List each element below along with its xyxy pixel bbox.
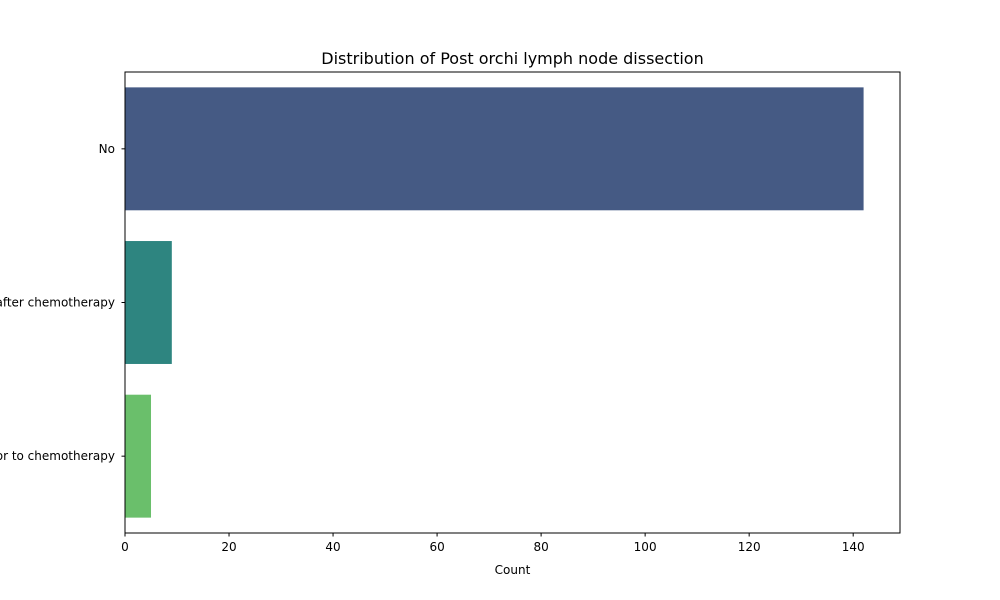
bar-0 (125, 87, 864, 211)
x-axis-ticks: 0 20 40 60 80 100 120 140 (121, 533, 865, 554)
y-axis-ticks: No Yes, after chemotherapy Yes, prior to c… (0, 142, 125, 463)
bars (125, 87, 864, 518)
x-tick-label: 20 (221, 540, 236, 554)
y-tick-label: Yes, after chemotherapy (0, 296, 115, 310)
x-tick-label: 60 (429, 540, 444, 554)
x-tick-label: 120 (738, 540, 761, 554)
x-axis-label: Count (495, 563, 531, 577)
bar-2 (125, 394, 152, 518)
y-tick-label: Yes, prior to chemotherapy (0, 449, 115, 463)
x-tick-label: 40 (325, 540, 340, 554)
x-tick-label: 80 (533, 540, 548, 554)
y-tick-label: No (99, 142, 115, 156)
x-tick-label: 140 (842, 540, 865, 554)
x-tick-label: 100 (634, 540, 657, 554)
chart-title: Distribution of Post orchi lymph node di… (321, 49, 703, 68)
x-tick-label: 0 (121, 540, 129, 554)
bar-1 (125, 241, 172, 364)
